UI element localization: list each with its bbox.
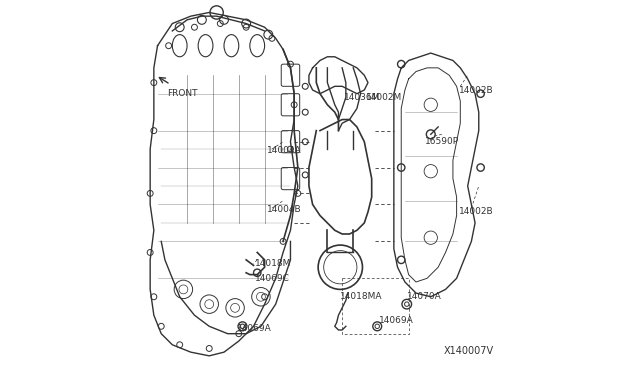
Text: FRONT: FRONT bbox=[167, 89, 197, 98]
Text: 14018MA: 14018MA bbox=[340, 292, 383, 301]
Text: 14002B: 14002B bbox=[458, 86, 493, 94]
Text: 14002M: 14002M bbox=[366, 93, 403, 102]
Text: 14070A: 14070A bbox=[407, 292, 442, 301]
Text: 14069A: 14069A bbox=[379, 316, 414, 325]
Text: 16590P: 16590P bbox=[425, 137, 460, 146]
Text: 14004A: 14004A bbox=[266, 147, 301, 155]
Text: 14069C: 14069C bbox=[255, 274, 291, 283]
Text: 14069A: 14069A bbox=[237, 324, 271, 333]
Text: 14018M: 14018M bbox=[255, 259, 292, 268]
Text: X140007V: X140007V bbox=[444, 346, 493, 356]
Text: 14004B: 14004B bbox=[266, 205, 301, 215]
Text: 14036M: 14036M bbox=[344, 93, 380, 102]
Text: 14002B: 14002B bbox=[458, 207, 493, 217]
